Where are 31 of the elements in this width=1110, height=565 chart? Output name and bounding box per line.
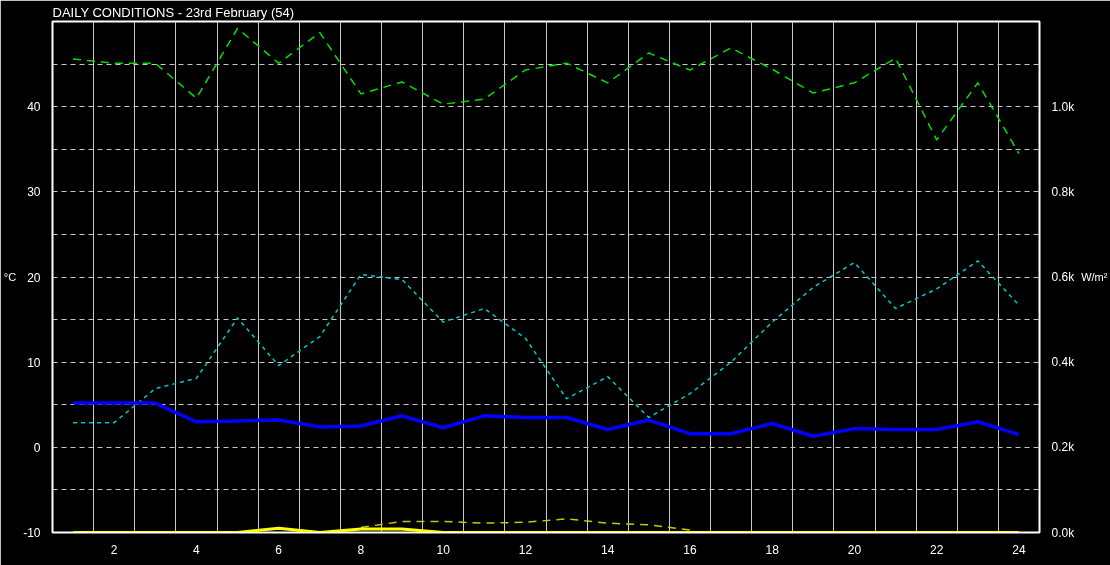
- x-tick-label: 6: [275, 542, 283, 557]
- y-tick-label: 10: [27, 355, 41, 370]
- y2-tick-label: 0.2k: [1051, 440, 1076, 455]
- y-tick-label: 0: [33, 440, 41, 455]
- x-tick-label: 2: [110, 542, 118, 557]
- y2-tick-label: 0.4k: [1051, 355, 1076, 370]
- line-series: [360, 518, 691, 531]
- line-series: [72, 27, 1020, 155]
- x-tick-label: 20: [847, 542, 862, 557]
- y2-tick-label: 1.0k: [1051, 99, 1076, 114]
- y-tick-label: -10: [23, 526, 41, 540]
- y2-axis-title: W/m²: [1081, 271, 1108, 283]
- y-tick-label: 20: [27, 270, 41, 285]
- y-axis-title: °C: [3, 271, 17, 283]
- x-tick-label: 4: [193, 542, 201, 557]
- x-tick-label: 24: [1012, 542, 1026, 557]
- x-tick-label: 18: [765, 542, 780, 557]
- line-series: [72, 260, 1020, 424]
- x-tick-label: 8: [357, 542, 365, 557]
- chart-title: DAILY CONDITIONS - 23rd February (54): [52, 4, 295, 20]
- y2-tick-label: 0.6k: [1051, 270, 1076, 284]
- x-tick-label: 22: [930, 542, 944, 557]
- line-series: [71, 401, 1021, 439]
- x-tick-label: 14: [601, 542, 615, 557]
- y-tick-label: 30: [27, 185, 41, 200]
- y-tick-label: 40: [27, 100, 41, 115]
- y2-tick-label: 0.0k: [1051, 525, 1076, 540]
- x-tick-label: 10: [436, 542, 451, 557]
- x-tick-label: 16: [683, 542, 697, 557]
- y2-tick-label: 0.8k: [1051, 184, 1076, 199]
- x-tick-label: 12: [518, 542, 533, 557]
